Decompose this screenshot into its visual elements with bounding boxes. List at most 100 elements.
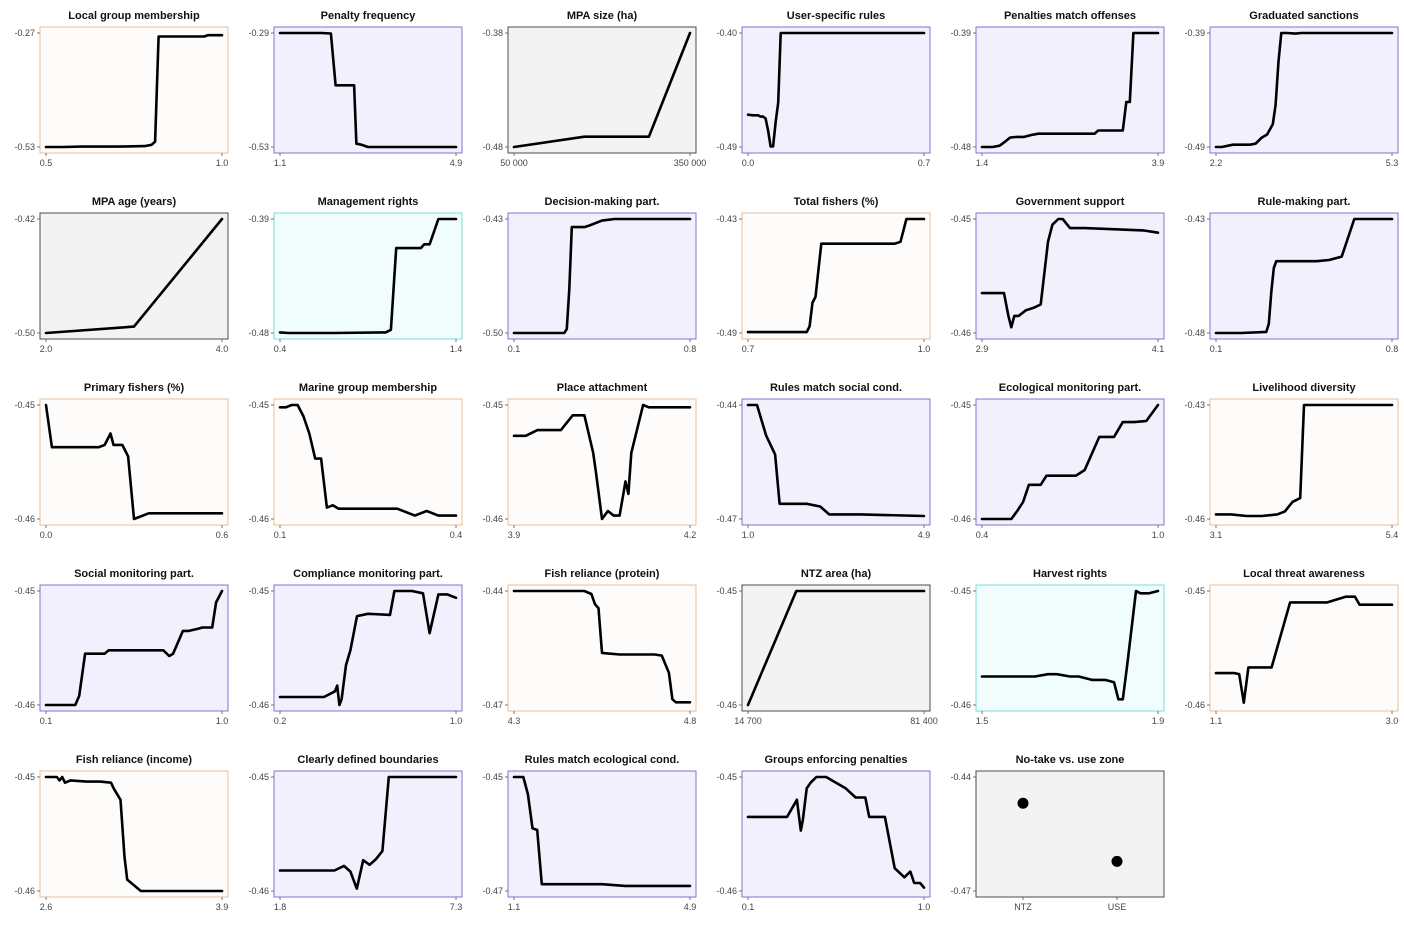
chart-svg: Fish reliance (income) -0.46 -0.45 2.6 3.9	[14, 754, 229, 912]
chart-panel-19: Social monitoring part. -0.46 -0.45 0.1 1.0	[0, 558, 234, 744]
x-tick-label: 3.9	[216, 902, 229, 912]
chart-svg: Government support -0.46 -0.45 2.9 4.1	[950, 196, 1165, 354]
x-tick-label: 1.4	[450, 344, 463, 354]
x-tick-label: 2.6	[40, 902, 53, 912]
x-tick-label: 1.1	[1210, 716, 1223, 726]
series-line	[980, 31, 1160, 149]
chart-panel-4: User-specific rules -0.49 -0.40 0.0 0.7	[702, 0, 936, 186]
chart-svg: Total fishers (%) -0.49 -0.43 0.7 1.0	[716, 196, 931, 354]
y-tick-label: -0.46	[950, 700, 971, 710]
x-tick-label: 3.1	[1210, 530, 1223, 540]
y-tick-label: -0.44	[716, 400, 737, 410]
plot-area	[975, 584, 1165, 712]
y-tick-label: -0.45	[14, 772, 35, 782]
chart-svg: Social monitoring part. -0.46 -0.45 0.1 1.0	[14, 568, 229, 726]
x-tick-label: 0.5	[40, 158, 53, 168]
chart-title: Fish reliance (income)	[76, 754, 192, 766]
x-tick-label: 0.4	[450, 530, 463, 540]
y-tick-label: -0.45	[716, 772, 737, 782]
y-tick-label: -0.46	[248, 514, 269, 524]
chart-title: Marine group membership	[299, 382, 437, 394]
chart-svg: No-take vs. use zone -0.47 -0.44 NTZ USE	[950, 754, 1165, 912]
x-tick-label: 7.3	[450, 902, 463, 912]
chart-title: MPA size (ha)	[567, 10, 638, 22]
series-line	[746, 403, 926, 518]
chart-panel-28: Groups enforcing penalties -0.46 -0.45 0.1 1…	[702, 744, 936, 930]
chart-title: Rule-making part.	[1258, 196, 1351, 208]
x-tick-label: 14 700	[734, 716, 762, 726]
x-tick-label: 4.8	[684, 716, 697, 726]
x-tick-label: 3.0	[1386, 716, 1399, 726]
plot-area	[273, 26, 463, 154]
x-tick-label: 4.1	[1152, 344, 1165, 354]
chart-panel-25: Fish reliance (income) -0.46 -0.45 2.6 3.9	[0, 744, 234, 930]
series-line	[746, 217, 926, 334]
y-tick-label: -0.46	[716, 700, 737, 710]
chart-svg: Rules match social cond. -0.47 -0.44 1.0 4.9	[716, 382, 931, 540]
chart-title: Decision-making part.	[545, 196, 660, 208]
x-tick-label: 0.0	[742, 158, 755, 168]
series-line	[746, 31, 926, 148]
chart-panel-10: Total fishers (%) -0.49 -0.43 0.7 1.0	[702, 186, 936, 372]
x-tick-label: 50 000	[500, 158, 528, 168]
plot-area	[273, 398, 463, 526]
x-tick-label: 3.9	[508, 530, 521, 540]
series-line	[512, 31, 692, 149]
x-tick-label: 0.1	[508, 344, 521, 354]
series-line	[746, 775, 926, 889]
chart-svg: Primary fishers (%) -0.46 -0.45 0.0 0.6	[14, 382, 229, 540]
chart-title: Total fishers (%)	[794, 196, 879, 208]
chart-panel-11: Government support -0.46 -0.45 2.9 4.1	[936, 186, 1170, 372]
chart-title: Penalties match offenses	[1004, 10, 1136, 22]
chart-panel-6: Graduated sanctions -0.49 -0.39 2.2 5.3	[1170, 0, 1404, 186]
y-tick-label: -0.43	[1184, 214, 1205, 224]
chart-title: No-take vs. use zone	[1016, 754, 1125, 766]
plot-area	[975, 398, 1165, 526]
y-tick-label: -0.29	[248, 28, 269, 38]
y-tick-label: -0.45	[482, 400, 503, 410]
y-tick-label: -0.47	[482, 886, 503, 896]
y-tick-label: -0.39	[950, 28, 971, 38]
x-tick-label: 0.1	[742, 902, 755, 912]
y-tick-label: -0.46	[248, 700, 269, 710]
chart-svg: MPA size (ha) -0.48 -0.38 50 000 350 000	[482, 10, 706, 168]
chart-svg: Livelihood diversity -0.46 -0.43 3.1 5.4	[1184, 382, 1399, 540]
x-tick-label: 81 400	[910, 716, 938, 726]
chart-panel-15: Place attachment -0.46 -0.45 3.9 4.2	[468, 372, 702, 558]
series-line	[980, 589, 1160, 701]
series-line	[980, 217, 1160, 329]
chart-panel-24: Local threat awareness -0.46 -0.45 1.1 3.0	[1170, 558, 1404, 744]
chart-title: Livelihood diversity	[1252, 382, 1356, 394]
y-tick-label: -0.45	[248, 586, 269, 596]
x-tick-label: 0.2	[274, 716, 287, 726]
y-tick-label: -0.45	[950, 214, 971, 224]
x-tick-label: 1.4	[976, 158, 989, 168]
y-tick-label: -0.38	[482, 28, 503, 38]
chart-svg: Fish reliance (protein) -0.47 -0.44 4.3 4.8	[482, 568, 697, 726]
chart-svg: Compliance monitoring part. -0.46 -0.45 0.2…	[248, 568, 463, 726]
x-tick-label: 4.3	[508, 716, 521, 726]
plot-area	[741, 770, 931, 898]
plot-area	[39, 212, 229, 340]
plot-area	[39, 26, 229, 154]
chart-title: Compliance monitoring part.	[293, 568, 443, 580]
chart-title: MPA age (years)	[92, 196, 177, 208]
plot-area	[975, 770, 1165, 898]
series-line	[44, 217, 224, 335]
chart-title: NTZ area (ha)	[801, 568, 872, 580]
y-tick-label: -0.43	[1184, 400, 1205, 410]
y-tick-label: -0.48	[248, 328, 269, 338]
chart-panel-7: MPA age (years) -0.50 -0.42 2.0 4.0	[0, 186, 234, 372]
chart-title: Management rights	[318, 196, 419, 208]
chart-svg: Place attachment -0.46 -0.45 3.9 4.2	[482, 382, 697, 540]
chart-svg: NTZ area (ha) -0.46 -0.45 14 700 81 400	[716, 568, 938, 726]
x-tick-label: 4.9	[684, 902, 697, 912]
chart-panel-1: Local group membership -0.53 -0.27 0.5 1.0	[0, 0, 234, 186]
x-tick-label: 0.1	[1210, 344, 1223, 354]
series-line	[512, 589, 692, 704]
x-tick-label: 4.9	[918, 530, 931, 540]
y-tick-label: -0.39	[248, 214, 269, 224]
chart-panel-16: Rules match social cond. -0.47 -0.44 1.0 4.9	[702, 372, 936, 558]
y-tick-label: -0.45	[716, 586, 737, 596]
y-tick-label: -0.47	[482, 700, 503, 710]
